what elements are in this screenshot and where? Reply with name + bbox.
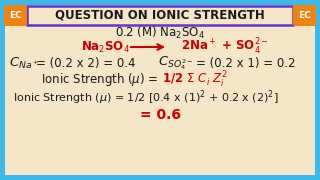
FancyBboxPatch shape: [5, 5, 315, 175]
Text: = (0.2 x 1) = 0.2: = (0.2 x 1) = 0.2: [196, 57, 295, 69]
Text: 0.2 (M) Na$_2$SO$_4$: 0.2 (M) Na$_2$SO$_4$: [115, 25, 205, 41]
Text: 2Na$^+$ + SO$_4^{2-}$: 2Na$^+$ + SO$_4^{2-}$: [181, 37, 269, 57]
FancyBboxPatch shape: [4, 5, 27, 26]
Text: $C_{SO_4^{2-}}$: $C_{SO_4^{2-}}$: [158, 54, 193, 72]
Text: EC: EC: [9, 11, 22, 20]
Text: QUESTION ON IONIC STRENGTH: QUESTION ON IONIC STRENGTH: [55, 9, 265, 22]
Text: $C_{Na^+}$: $C_{Na^+}$: [9, 55, 39, 71]
FancyBboxPatch shape: [293, 5, 316, 26]
Text: Na$_2$SO$_4$: Na$_2$SO$_4$: [81, 39, 129, 55]
Text: = (0.2 x 2) = 0.4: = (0.2 x 2) = 0.4: [36, 57, 135, 69]
Text: 1/2 $\Sigma$ $C_i$ $Z_i^2$: 1/2 $\Sigma$ $C_i$ $Z_i^2$: [162, 70, 228, 90]
Text: Ionic Strength ($\mu$) = 1/2 [0.4 x (1)$^2$ + 0.2 x (2)$^2$]: Ionic Strength ($\mu$) = 1/2 [0.4 x (1)$…: [13, 89, 278, 107]
Text: EC: EC: [298, 11, 311, 20]
Text: = 0.6: = 0.6: [140, 108, 180, 122]
FancyBboxPatch shape: [27, 6, 293, 25]
Text: Ionic Strength ($\mu$) =: Ionic Strength ($\mu$) =: [41, 71, 160, 89]
